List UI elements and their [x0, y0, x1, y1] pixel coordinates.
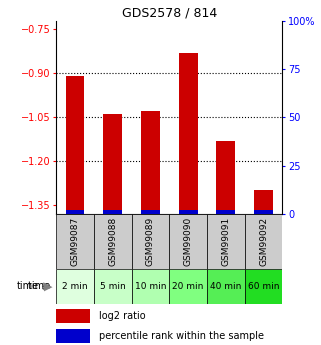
Text: 40 min: 40 min: [210, 282, 242, 291]
Bar: [169, 269, 207, 304]
Text: GSM99087: GSM99087: [71, 217, 80, 266]
Bar: [245, 214, 282, 269]
Bar: [132, 269, 169, 304]
Bar: [207, 214, 245, 269]
Text: time: time: [17, 282, 39, 291]
Bar: [141, 210, 160, 214]
Text: time: time: [28, 282, 53, 291]
Text: 5 min: 5 min: [100, 282, 126, 291]
Bar: [245, 269, 282, 304]
Bar: [169, 214, 207, 269]
Bar: [94, 214, 132, 269]
Text: GSM99089: GSM99089: [146, 217, 155, 266]
Bar: [56, 309, 90, 323]
Text: 60 min: 60 min: [248, 282, 279, 291]
Bar: [65, 210, 84, 214]
Bar: [132, 214, 169, 269]
Text: log2 ratio: log2 ratio: [99, 312, 145, 322]
Bar: [103, 210, 122, 214]
Bar: [216, 141, 235, 214]
Bar: [56, 329, 90, 343]
Text: GSM99088: GSM99088: [108, 217, 117, 266]
Text: 20 min: 20 min: [172, 282, 204, 291]
Bar: [216, 210, 235, 214]
Title: GDS2578 / 814: GDS2578 / 814: [122, 7, 217, 20]
Text: 10 min: 10 min: [135, 282, 166, 291]
Text: GSM99091: GSM99091: [221, 217, 230, 266]
Bar: [254, 210, 273, 214]
Bar: [254, 190, 273, 214]
Bar: [179, 210, 198, 214]
Text: ▶: ▶: [45, 282, 53, 291]
Bar: [94, 269, 132, 304]
Text: GSM99090: GSM99090: [184, 217, 193, 266]
Bar: [207, 269, 245, 304]
Text: GSM99092: GSM99092: [259, 217, 268, 266]
Bar: [56, 269, 94, 304]
Bar: [103, 115, 122, 214]
Text: percentile rank within the sample: percentile rank within the sample: [99, 331, 264, 341]
Bar: [56, 214, 94, 269]
Bar: [179, 53, 198, 214]
Text: 2 min: 2 min: [62, 282, 88, 291]
Bar: [65, 76, 84, 214]
Bar: [141, 111, 160, 214]
